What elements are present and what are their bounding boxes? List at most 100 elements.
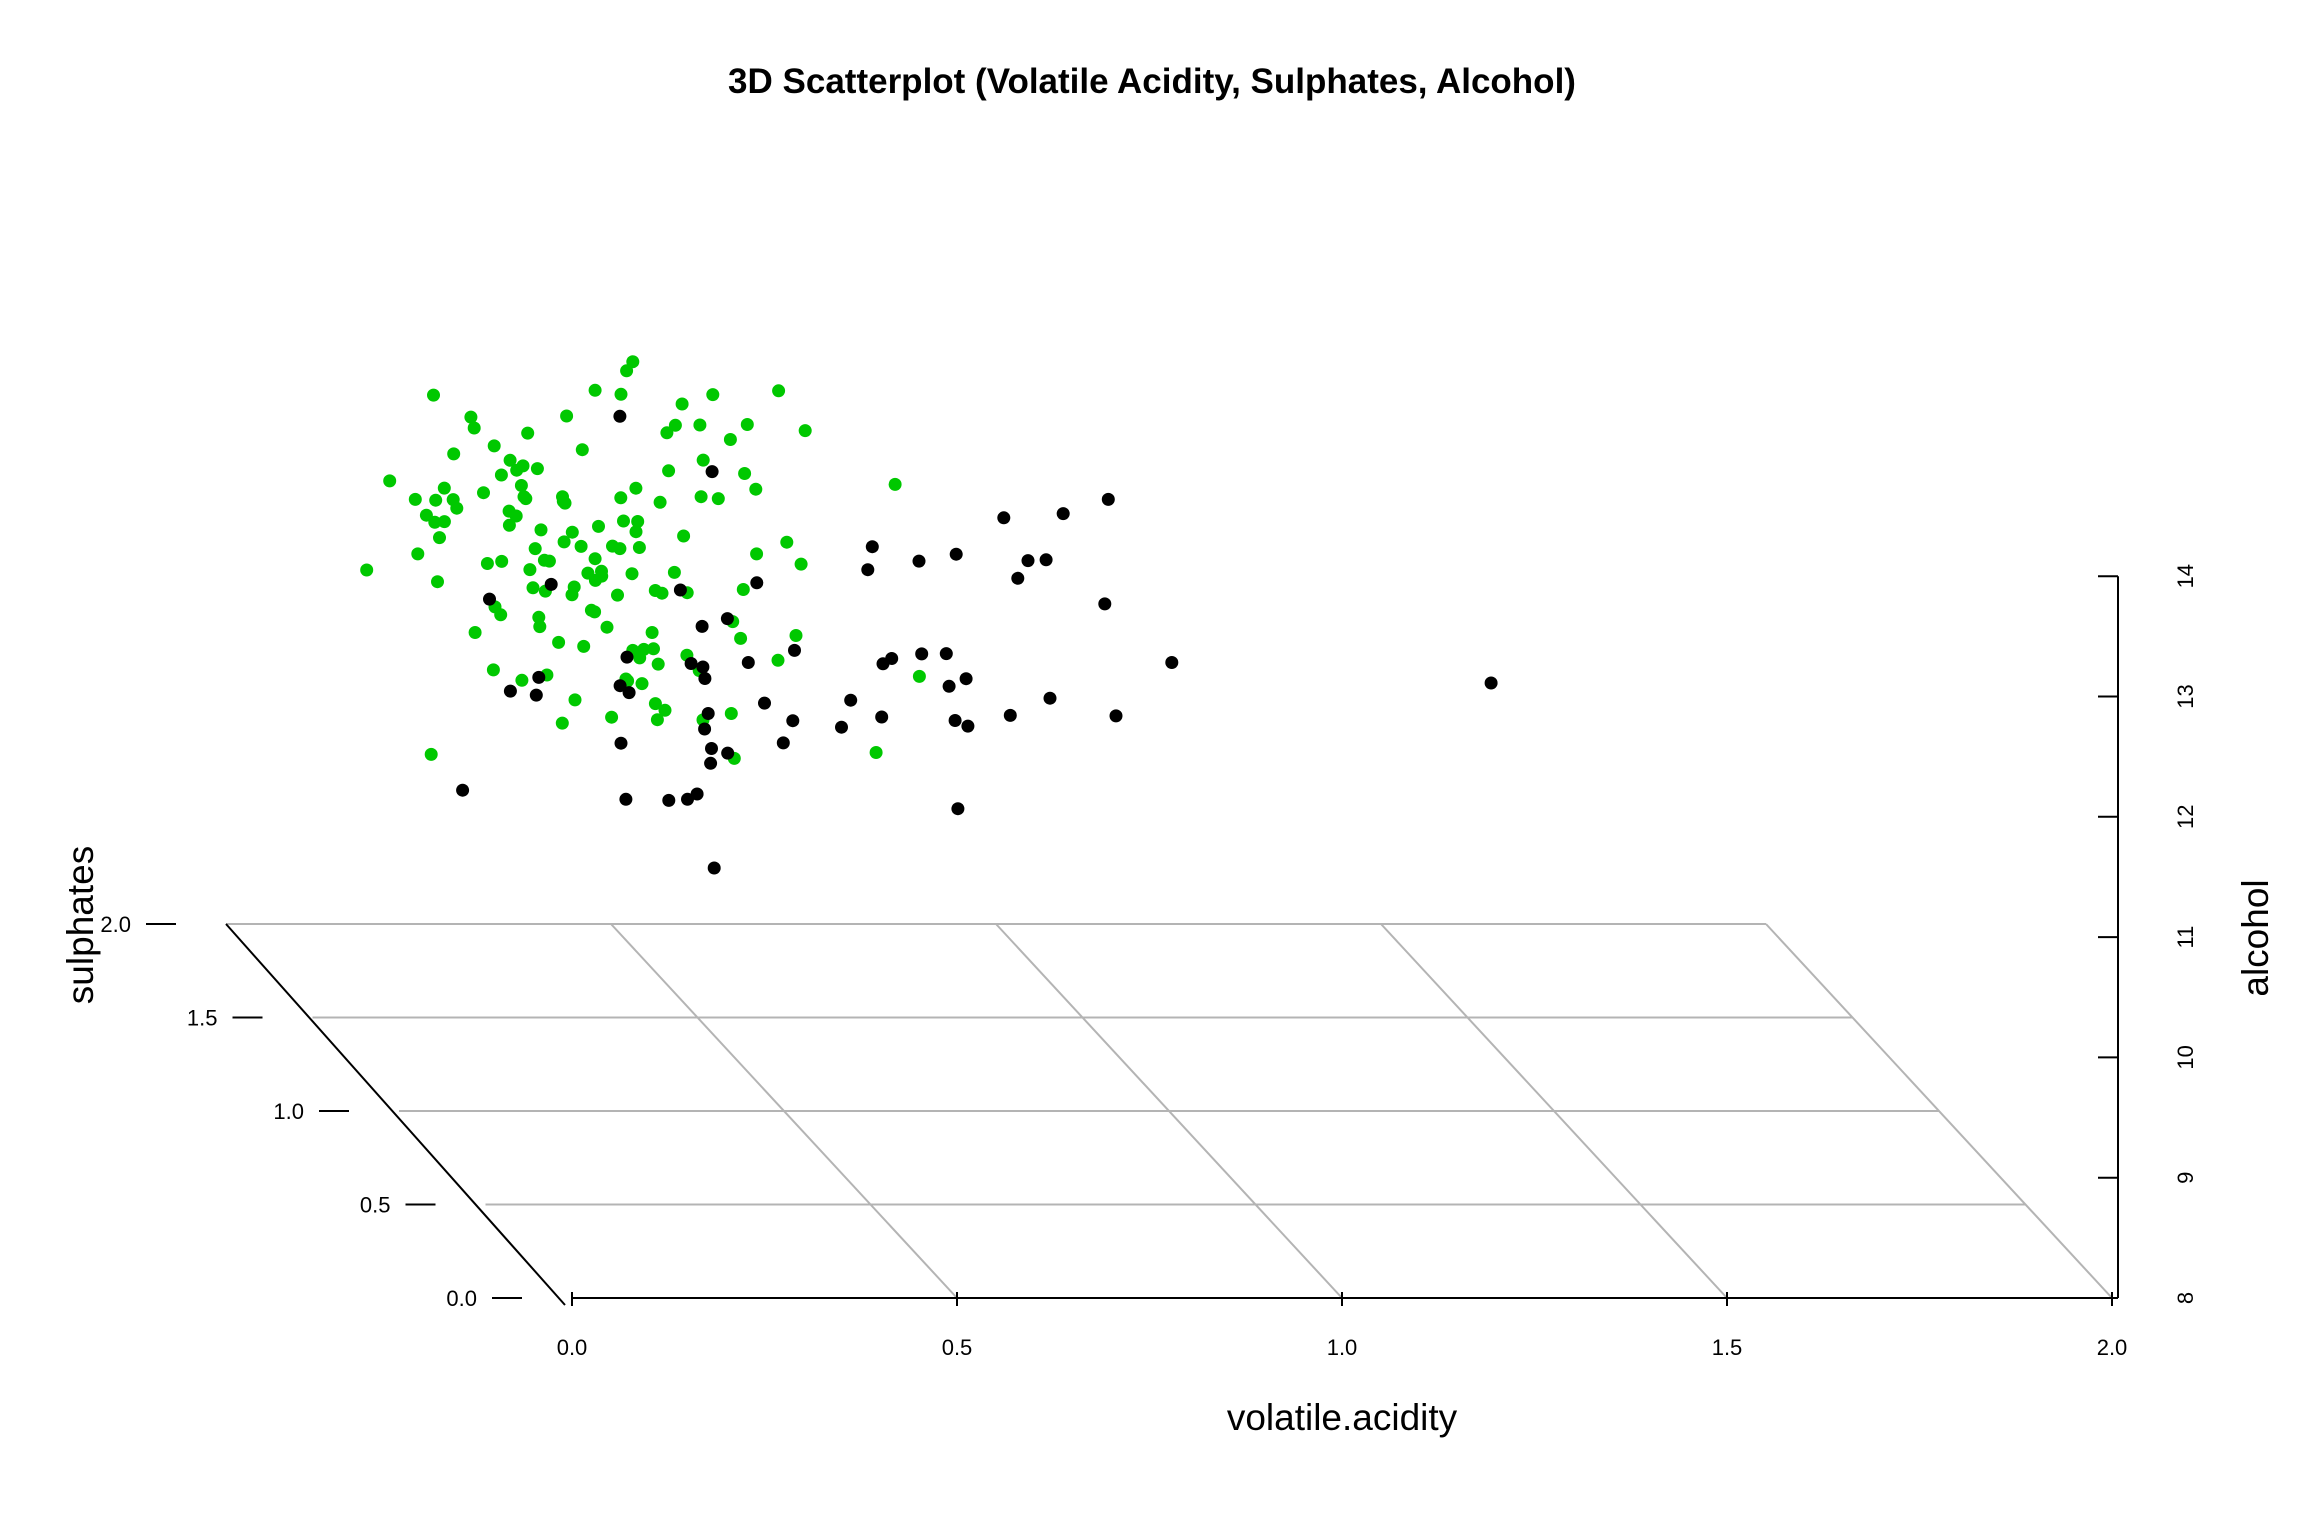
- grid-lines: [226, 923, 2113, 1299]
- data-point: [1484, 676, 1498, 690]
- data-point: [495, 554, 509, 568]
- data-point: [456, 783, 470, 797]
- data-point: [723, 433, 737, 446]
- data-point: [1043, 691, 1057, 705]
- data-point: [613, 542, 627, 556]
- data-point: [614, 387, 628, 401]
- data-point: [592, 519, 605, 533]
- data-point: [632, 541, 646, 554]
- y-tick-label: 0.5: [360, 1193, 391, 1218]
- z-tick-label: 14: [2173, 564, 2198, 588]
- data-point: [503, 453, 517, 467]
- data-point: [721, 746, 735, 760]
- data-point: [408, 492, 422, 506]
- data-point: [835, 720, 848, 734]
- z-tick-label: 9: [2173, 1172, 2198, 1184]
- data-point: [622, 686, 636, 700]
- data-point: [480, 557, 494, 570]
- data-point: [869, 746, 883, 759]
- data-point: [486, 663, 500, 677]
- data-point: [617, 514, 630, 528]
- y-axis-label: sulphates: [60, 846, 101, 1004]
- data-point: [568, 693, 582, 707]
- data-point: [695, 619, 709, 633]
- data-point: [776, 736, 790, 750]
- data-point: [915, 647, 929, 661]
- x-tick-label: 0.5: [942, 1335, 973, 1360]
- z-axis-label: alcohol: [2235, 879, 2276, 996]
- data-point: [677, 529, 691, 543]
- data-point: [467, 421, 481, 435]
- data-point: [772, 384, 786, 398]
- data-point: [647, 642, 660, 656]
- tick-labels: 0.0 0.5 1.0 1.5 2.0 0.0 0.5 1.0 1.5 2.0 8 9 10 11 12 13…: [100, 564, 2198, 1360]
- data-point: [565, 588, 579, 602]
- data-point: [557, 535, 571, 549]
- data-point: [1098, 597, 1112, 611]
- data-point: [528, 542, 542, 556]
- data-point: [706, 388, 720, 402]
- data-point: [948, 714, 962, 727]
- data-point: [620, 650, 634, 664]
- data-point: [614, 491, 628, 505]
- data-point: [437, 515, 451, 529]
- data-point: [711, 492, 725, 506]
- data-point: [694, 490, 708, 504]
- data-point: [560, 409, 574, 423]
- data-point: [912, 554, 926, 568]
- data-point: [588, 552, 602, 566]
- data-point: [427, 388, 440, 402]
- data-point: [758, 696, 771, 710]
- data-point: [707, 861, 721, 875]
- data-point: [1101, 492, 1115, 506]
- y-tick-label: 0.0: [446, 1286, 477, 1311]
- data-point: [740, 418, 754, 431]
- data-point: [620, 364, 634, 378]
- data-point: [704, 756, 718, 770]
- data-point: [658, 703, 672, 717]
- data-point: [705, 465, 719, 479]
- data-point: [865, 540, 879, 554]
- data-point: [668, 418, 682, 432]
- data-point: [605, 710, 619, 724]
- data-point: [625, 567, 639, 581]
- data-point: [464, 410, 478, 424]
- data-point: [433, 531, 446, 545]
- z-tick-label: 8: [2173, 1292, 2198, 1304]
- data-point: [565, 525, 579, 539]
- data-point: [1011, 571, 1025, 585]
- data-point: [629, 525, 643, 539]
- data-point: [613, 679, 627, 693]
- data-point: [662, 464, 676, 478]
- data-point: [534, 523, 548, 537]
- data-point: [788, 643, 801, 657]
- data-point: [411, 547, 425, 561]
- data-point: [653, 495, 667, 509]
- data-point: [521, 426, 535, 440]
- data-point: [529, 688, 543, 702]
- x-tick-label: 1.0: [1327, 1335, 1358, 1360]
- data-point: [619, 792, 633, 806]
- data-point: [861, 563, 875, 577]
- data-point: [487, 439, 501, 453]
- data-point: [626, 355, 640, 369]
- data-point: [1109, 709, 1123, 723]
- data-point: [509, 509, 523, 523]
- data-point: [648, 697, 662, 711]
- data-point: [681, 792, 694, 806]
- data-point: [1056, 507, 1070, 521]
- data-point: [951, 802, 965, 816]
- data-point: [885, 652, 899, 665]
- data-point: [542, 554, 556, 568]
- data-point: [684, 657, 698, 670]
- data-point: [696, 660, 710, 674]
- data-point: [1003, 708, 1017, 722]
- data-point: [696, 453, 710, 467]
- data-point: [360, 563, 374, 577]
- data-point: [1039, 553, 1053, 567]
- y-tick-label: 1.5: [187, 1006, 218, 1031]
- y-tick-label: 2.0: [100, 912, 131, 937]
- data-point: [651, 657, 665, 671]
- data-point: [997, 511, 1011, 525]
